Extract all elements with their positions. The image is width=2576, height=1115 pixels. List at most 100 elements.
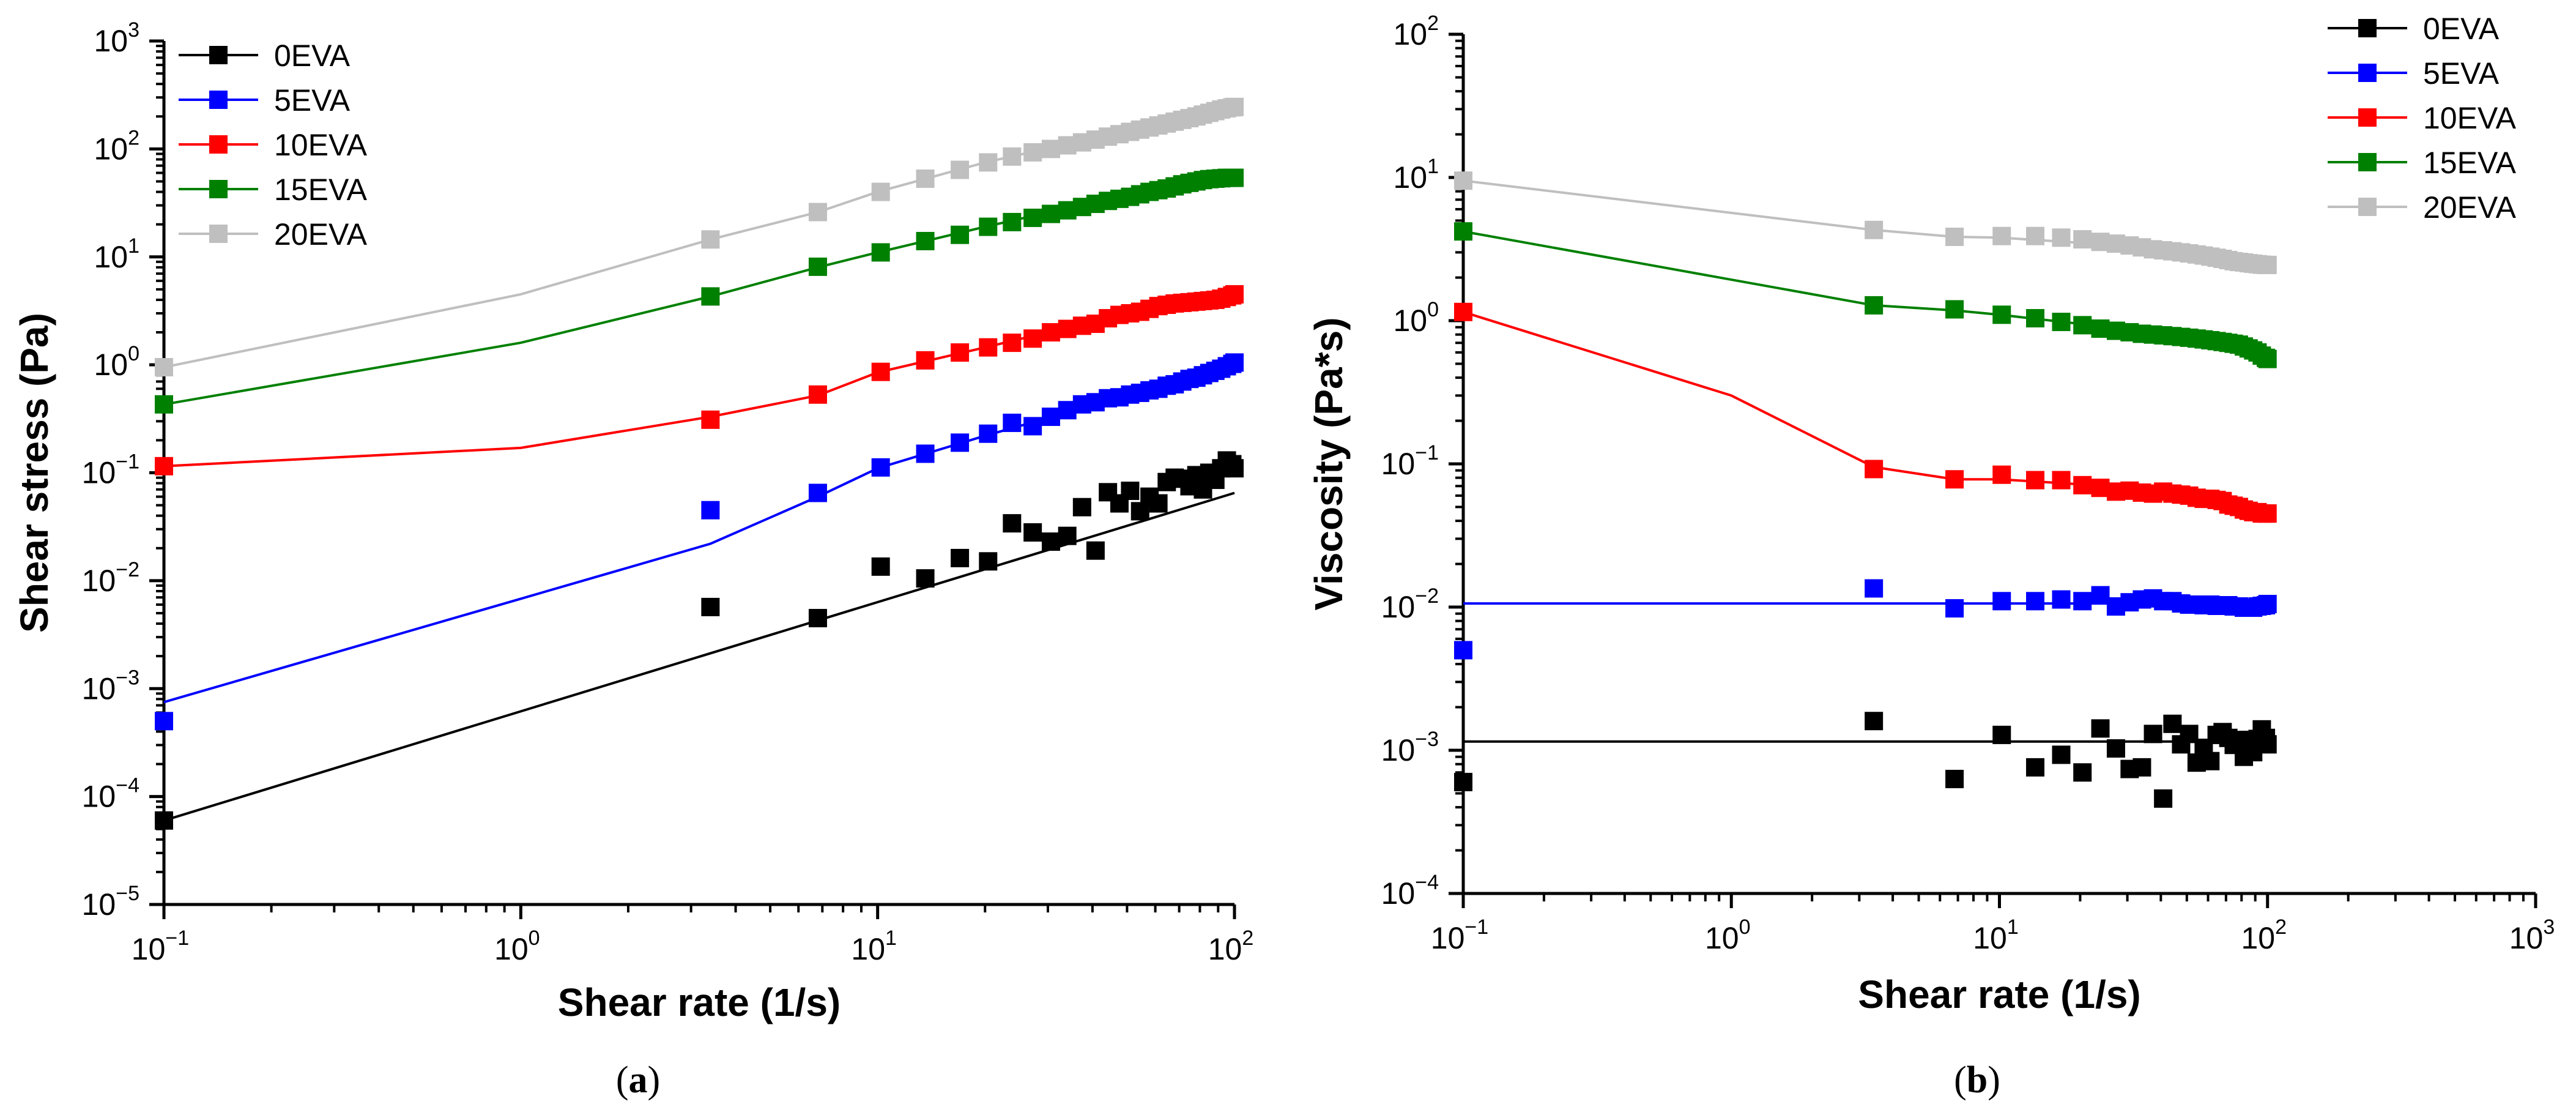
data-point: [2052, 745, 2071, 764]
panel-caption: (b): [1954, 1059, 2000, 1101]
data-point: [2258, 255, 2277, 274]
data-point: [1042, 532, 1061, 551]
legend-marker: [2358, 64, 2377, 82]
data-point: [2026, 758, 2045, 777]
data-point: [1454, 772, 1472, 791]
data-point: [701, 230, 720, 249]
data-point: [701, 287, 720, 306]
data-point: [1865, 712, 1884, 731]
data-point: [1992, 592, 2011, 611]
legend-marker: [2358, 108, 2377, 127]
legend-marker: [2358, 153, 2377, 171]
x-tick-label: 102: [1208, 927, 1254, 966]
series-0EVA: [1454, 712, 2277, 808]
data-point: [2201, 751, 2220, 770]
y-tick-label: 10−2: [1381, 584, 1439, 624]
legend-label: 0EVA: [274, 39, 351, 73]
chart-panel-b: 10−1 100 101 102 103 10−4 10−3 10−2 10−1 100 101 10…: [1307, 12, 2555, 1101]
y-tick-label: 100: [1393, 298, 1439, 338]
series-10EVA: [1454, 302, 2277, 523]
data-point: [1865, 296, 1884, 315]
data-point: [1945, 300, 1964, 319]
data-point: [2144, 725, 2162, 744]
x-tick-label: 100: [494, 927, 540, 966]
series-15EVA: [1454, 222, 2277, 368]
legend-item: 10EVA: [179, 128, 368, 162]
data-point: [979, 338, 998, 357]
x-tick-label: 10−1: [1431, 915, 1488, 955]
data-point: [1992, 305, 2011, 324]
data-point: [916, 569, 935, 588]
data-point: [1042, 323, 1061, 342]
data-point: [979, 552, 998, 571]
legend-label: 5EVA: [2423, 56, 2500, 91]
data-point: [2073, 763, 2092, 782]
data-point: [1225, 97, 1244, 116]
data-point: [1992, 465, 2011, 484]
data-point: [1454, 302, 1472, 321]
y-axis-title: Shear stress (Pa): [12, 313, 56, 633]
data-point: [2052, 228, 2071, 247]
legend-item: 0EVA: [179, 39, 351, 73]
y-tick-label: 103: [94, 18, 139, 58]
data-point: [916, 231, 935, 250]
data-point: [1225, 168, 1244, 187]
y-tick-label: 10−4: [1381, 871, 1439, 911]
legend-marker: [209, 91, 228, 109]
data-point: [155, 395, 173, 414]
data-point: [871, 182, 890, 201]
data-point: [979, 217, 998, 236]
series-5EVA: [155, 353, 1244, 731]
data-point: [2258, 349, 2277, 368]
series-20EVA: [1454, 171, 2277, 274]
y-tick-label: 101: [94, 234, 139, 274]
data-point: [2073, 475, 2092, 494]
data-point: [871, 458, 890, 477]
data-point: [1225, 459, 1244, 478]
y-axis-title: Viscosity (Pa*s): [1307, 317, 1351, 610]
legend-marker: [209, 180, 228, 198]
data-point: [1454, 171, 1472, 190]
data-point: [1058, 526, 1077, 545]
data-point: [808, 483, 827, 502]
data-point: [1865, 460, 1884, 479]
y-tick-label: 10−1: [1381, 441, 1439, 481]
y-tick-label: 10−5: [82, 882, 139, 922]
data-point: [155, 811, 173, 830]
data-point: [2091, 586, 2110, 605]
legend-marker: [209, 46, 228, 64]
y-tick-label: 10−1: [82, 450, 139, 490]
data-point: [2091, 719, 2110, 738]
data-point: [2163, 714, 2182, 733]
data-point: [1454, 222, 1472, 241]
data-point: [2091, 233, 2110, 252]
series-15EVA: [155, 168, 1244, 414]
data-point: [1023, 208, 1042, 227]
data-point: [1865, 579, 1884, 598]
data-point: [1149, 494, 1168, 513]
data-point: [1003, 147, 1022, 166]
data-point: [979, 153, 998, 172]
legend-label: 15EVA: [274, 173, 368, 207]
data-point: [1121, 482, 1140, 501]
data-point: [2258, 735, 2277, 754]
data-point: [1225, 285, 1244, 304]
legend-label: 5EVA: [274, 83, 351, 117]
data-point: [2106, 739, 2125, 758]
series-10EVA: [155, 285, 1244, 475]
data-point: [951, 548, 970, 567]
data-point: [1072, 498, 1091, 516]
data-point: [916, 444, 935, 463]
legend-item: 15EVA: [2328, 146, 2517, 180]
x-tick-label: 101: [851, 927, 897, 966]
data-point: [951, 433, 970, 452]
data-point: [2258, 595, 2277, 614]
data-point: [916, 170, 935, 188]
legend-item: 15EVA: [179, 173, 368, 207]
legend-marker: [209, 225, 228, 243]
legend-label: 20EVA: [274, 217, 368, 252]
legend-item: 5EVA: [179, 83, 351, 117]
legend-label: 15EVA: [2423, 146, 2517, 180]
data-point: [1023, 329, 1042, 348]
